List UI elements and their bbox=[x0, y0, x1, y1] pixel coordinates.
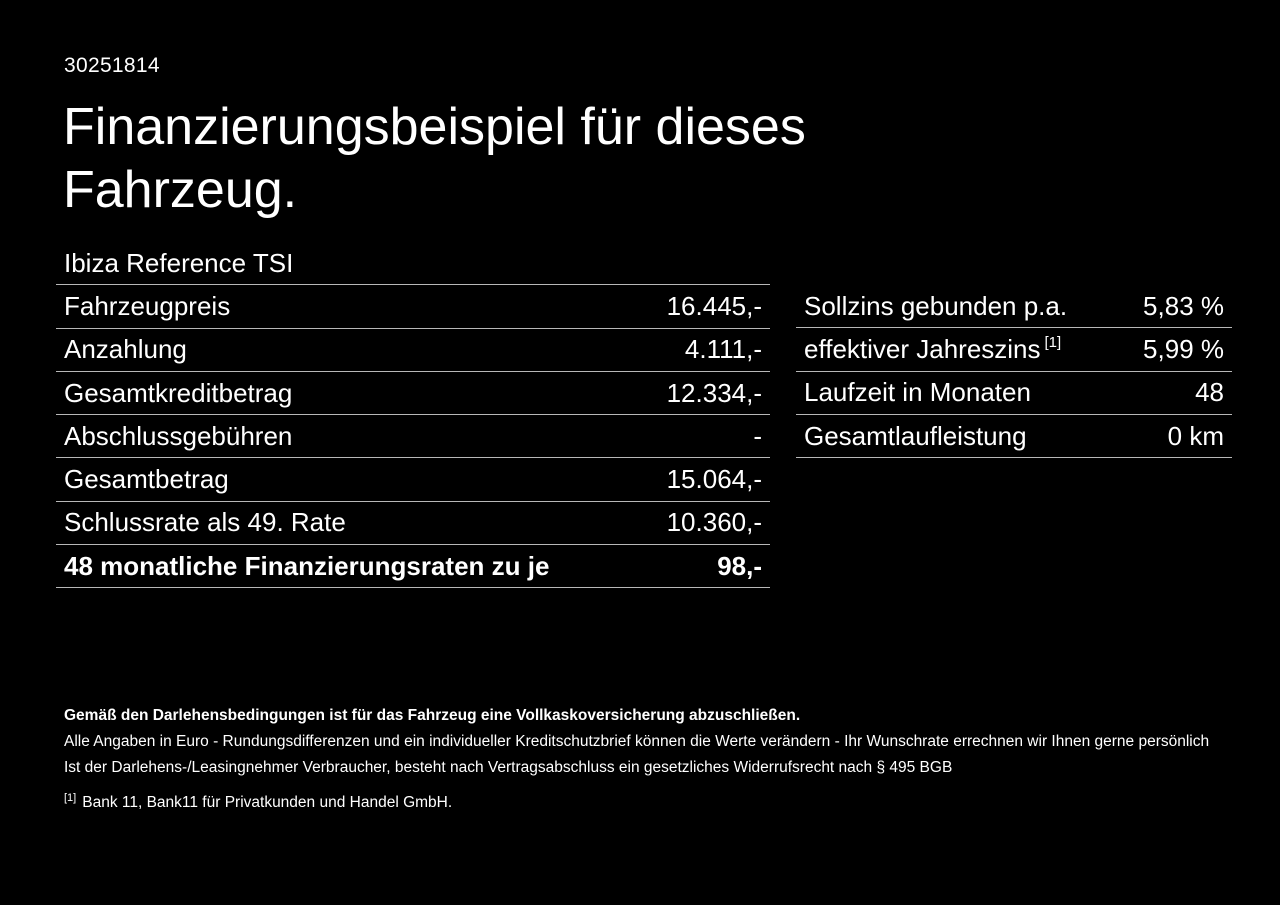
table-row-sollzins: Sollzins gebunden p.a. 5,83 % bbox=[796, 285, 1232, 329]
row-label: Gesamtbetrag bbox=[64, 464, 229, 495]
page-title-line1: Finanzierungsbeispiel für dieses bbox=[63, 98, 806, 156]
row-label: Fahrzeugpreis bbox=[64, 290, 231, 321]
row-value: 98,- bbox=[717, 550, 762, 581]
row-label: Gesamtlaufleistung bbox=[804, 420, 1027, 451]
footnote-reference: [1] bbox=[1044, 334, 1062, 352]
table-row-anzahlung: Anzahlung 4.111,- bbox=[56, 329, 770, 372]
page-title-line2: Fahrzeug. bbox=[63, 161, 298, 219]
row-value: 10.360,- bbox=[666, 507, 762, 538]
table-row-fahrzeugpreis: Fahrzeugpreis 16.445,- bbox=[56, 285, 770, 329]
row-label-text: effektiver Jahreszins bbox=[804, 333, 1041, 364]
row-value: 5,99 % bbox=[1143, 333, 1224, 364]
row-label: Abschlussgebühren bbox=[64, 420, 293, 451]
legal-footer: Gemäß den Darlehensbedingungen ist für d… bbox=[64, 703, 1219, 816]
row-value: 4.111,- bbox=[684, 334, 762, 365]
table-row-gesamtbetrag: Gesamtbetrag 15.064,- bbox=[56, 458, 770, 502]
table-row-schlussrate: Schlussrate als 49. Rate 10.360,- bbox=[56, 502, 770, 546]
model-name: Ibiza Reference TSI bbox=[64, 247, 294, 278]
row-label: Schlussrate als 49. Rate bbox=[64, 507, 346, 538]
row-label: effektiver Jahreszins [1] bbox=[804, 334, 1061, 365]
row-label: Laufzeit in Monaten bbox=[804, 377, 1031, 408]
row-label: Sollzins gebunden p.a. bbox=[804, 290, 1068, 321]
interest-details-table: Sollzins gebunden p.a. 5,83 % effektiver… bbox=[796, 285, 1232, 459]
row-value: 5,83 % bbox=[1143, 290, 1224, 321]
row-value: 0 km bbox=[1167, 420, 1224, 451]
row-value: 16.445,- bbox=[666, 290, 762, 321]
table-row-gesamtlaufleistung: Gesamtlaufleistung 0 km bbox=[796, 415, 1232, 459]
model-name-row: Ibiza Reference TSI bbox=[56, 242, 770, 286]
row-value: 12.334,- bbox=[666, 377, 762, 408]
row-label: 48 monatliche Finanzierungsraten zu je bbox=[64, 550, 550, 581]
footnote: [1] Bank 11, Bank11 für Privatkunden und … bbox=[64, 785, 1219, 816]
table-row-effektiver-jahreszins: effektiver Jahreszins [1] 5,99 % bbox=[796, 328, 1232, 372]
document-id: 30251814 bbox=[64, 54, 160, 77]
row-value: 48 bbox=[1195, 377, 1224, 408]
table-row-monatsrate: 48 monatliche Finanzierungsraten zu je 9… bbox=[56, 545, 770, 589]
row-label: Gesamtkreditbetrag bbox=[64, 377, 293, 408]
table-row-laufzeit: Laufzeit in Monaten 48 bbox=[796, 372, 1232, 415]
page-title: Finanzierungsbeispiel für dieses Fahrzeu… bbox=[63, 96, 806, 222]
row-value: - bbox=[753, 420, 762, 451]
row-label: Anzahlung bbox=[64, 334, 187, 365]
disclaimer-line2: Ist der Darlehens-/Leasingnehmer Verbrau… bbox=[64, 759, 953, 776]
table-row-gesamtkreditbetrag: Gesamtkreditbetrag 12.334,- bbox=[56, 372, 770, 416]
footnote-marker: [1] bbox=[64, 792, 77, 804]
table-row-abschlussgebuehren: Abschlussgebühren - bbox=[56, 415, 770, 459]
insurance-requirement-note: Gemäß den Darlehensbedingungen ist für d… bbox=[64, 707, 801, 724]
disclaimer-line1: Alle Angaben in Euro - Rundungsdifferenz… bbox=[64, 733, 1210, 750]
financing-details-table: Ibiza Reference TSI Fahrzeugpreis 16.445… bbox=[56, 242, 770, 589]
footnote-text: Bank 11, Bank11 für Privatkunden und Han… bbox=[82, 794, 453, 812]
row-value: 15.064,- bbox=[666, 464, 762, 495]
